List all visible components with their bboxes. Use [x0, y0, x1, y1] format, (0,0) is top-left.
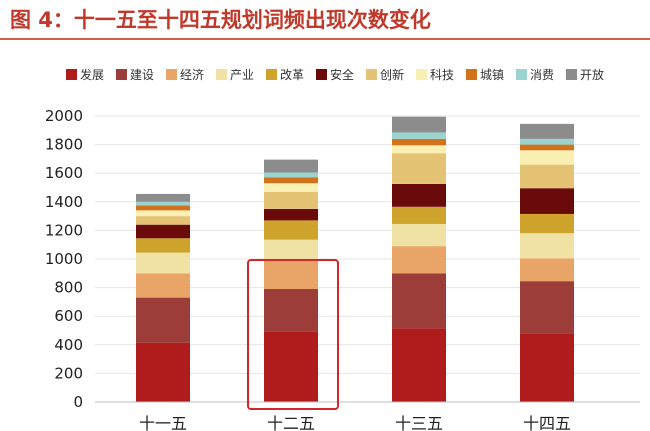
bar-segment [264, 260, 318, 290]
bar-segment [264, 159, 318, 173]
legend-label: 建设 [130, 68, 154, 82]
y-tick-label: 2000 [45, 107, 83, 125]
y-tick-label: 1800 [45, 136, 83, 154]
y-tick-label: 600 [54, 307, 83, 325]
bar-segment [136, 193, 190, 202]
x-axis: 十一五 十二五 十三五 十四五 [95, 401, 640, 431]
x-tick-label: 十一五 [139, 414, 187, 431]
legend-swatch [366, 69, 377, 80]
bar-segment [136, 342, 190, 402]
bar-segment [520, 281, 574, 334]
y-tick-label: 1600 [45, 164, 83, 182]
legend-swatch [416, 69, 427, 80]
bar-segment [520, 258, 574, 282]
legend-swatch [466, 69, 477, 80]
x-tick-label: 十四五 [523, 414, 571, 431]
bar-segment [392, 153, 446, 184]
bar-segment [392, 206, 446, 224]
bar-segment [392, 183, 446, 207]
highlight-box [247, 259, 339, 410]
bar-segment [136, 238, 190, 253]
legend-label: 产业 [230, 68, 254, 82]
legend-label: 科技 [430, 68, 454, 82]
legend-swatch [566, 69, 577, 80]
bar-segment [136, 252, 190, 274]
legend-swatch [166, 69, 177, 80]
y-tick-label: 400 [54, 336, 83, 354]
legend-swatch [216, 69, 227, 80]
y-tick-label: 0 [73, 393, 83, 411]
bars [136, 116, 574, 402]
bar-segment [264, 208, 318, 221]
bar-segment [264, 331, 318, 402]
legend-swatch [316, 69, 327, 80]
y-axis: 0 200 400 600 800 1000 1200 1400 1600 1800 2000 [45, 107, 83, 411]
bar-segment [264, 239, 318, 261]
bar-segment [520, 333, 574, 402]
bar-segment [520, 150, 574, 165]
bar-segment [264, 191, 318, 209]
legend-label: 创新 [380, 67, 404, 82]
legend-swatch [516, 69, 527, 80]
x-tick-label: 十三五 [395, 414, 443, 431]
bar-segment [520, 123, 574, 139]
bar-segment [136, 273, 190, 298]
bar-segment [136, 205, 190, 211]
y-tick-label: 1400 [45, 193, 83, 211]
bar-segment [520, 144, 574, 151]
bar-segment [520, 213, 574, 234]
bar-segment [136, 224, 190, 239]
legend-label: 城镇 [480, 68, 504, 82]
y-tick-label: 200 [54, 364, 83, 382]
bar-segment [264, 183, 318, 192]
bar-segment [392, 273, 446, 329]
bar-segment [392, 145, 446, 154]
bar-segment [136, 210, 190, 217]
legend-swatch [266, 69, 277, 80]
y-tick-label: 1200 [45, 221, 83, 239]
legend-label: 开放 [580, 67, 604, 82]
legend-swatch [116, 69, 127, 80]
bar-segment [392, 328, 446, 402]
bar-segment [520, 164, 574, 189]
bar-segment [520, 138, 574, 145]
legend-label: 改革 [280, 68, 304, 82]
bar-segment [136, 297, 190, 343]
bar-segment [264, 177, 318, 184]
legend-label: 安全 [330, 67, 354, 82]
bar-segment [392, 246, 446, 274]
title-divider [0, 38, 650, 40]
legend-label: 消费 [530, 68, 554, 82]
bar-segment [136, 216, 190, 225]
bar-segment [392, 138, 446, 146]
bar-segment [392, 116, 446, 133]
bar-segment [520, 233, 574, 259]
chart-title: 图 4：十一五至十四五规划词频出现次数变化 [10, 8, 431, 32]
legend-label: 发展 [80, 67, 104, 82]
bar-segment [392, 132, 446, 139]
highlight-layer [247, 259, 339, 410]
legend-swatch [66, 69, 77, 80]
x-tick-label: 十二五 [267, 414, 315, 431]
bar-segment [264, 289, 318, 332]
bar-segment [264, 220, 318, 240]
y-tick-label: 1000 [45, 250, 83, 268]
bar-segment [136, 201, 190, 206]
legend-label: 经济 [180, 67, 204, 82]
y-tick-label: 800 [54, 279, 83, 297]
legend: 发展 建设 经济 产业 改革 安全 创新 科技 城镇 消费 开放 [66, 67, 604, 82]
bar-segment [520, 188, 574, 214]
bar-segment [264, 172, 318, 178]
bar-segment [392, 223, 446, 247]
